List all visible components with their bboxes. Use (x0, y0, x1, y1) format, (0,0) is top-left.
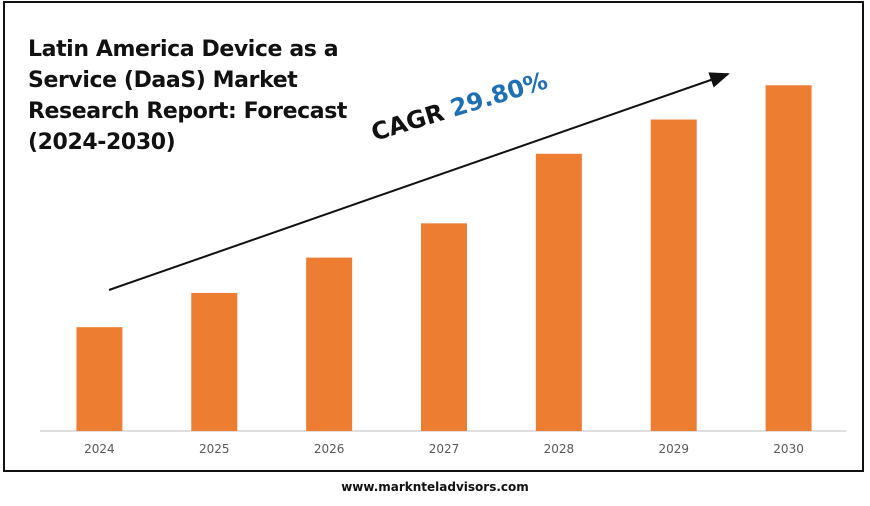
x-tick-label: 2026 (314, 442, 345, 456)
x-tick-label: 2028 (544, 442, 575, 456)
bar-2029 (650, 119, 697, 431)
x-tick-label: 2029 (658, 442, 689, 456)
x-tick-label: 2025 (199, 442, 230, 456)
bar-2028 (535, 153, 582, 431)
x-tick-label: 2024 (84, 442, 115, 456)
bar-2026 (306, 257, 353, 431)
bar-2027 (421, 223, 467, 431)
x-tick-labels: 2024 2025 2026 2027 2028 2029 2030 (84, 442, 804, 456)
bar-2024 (76, 327, 123, 431)
bar-2025 (191, 292, 238, 431)
chart-title: Latin America Device as a Service (DaaS)… (28, 37, 348, 155)
x-tick-label: 2027 (429, 442, 460, 456)
trend-arrow (108, 72, 730, 291)
bars-group (76, 85, 812, 432)
x-tick-label: 2030 (773, 442, 804, 456)
footer-url: www.marknteladvisors.com (341, 480, 529, 494)
bar-2030 (765, 85, 812, 432)
